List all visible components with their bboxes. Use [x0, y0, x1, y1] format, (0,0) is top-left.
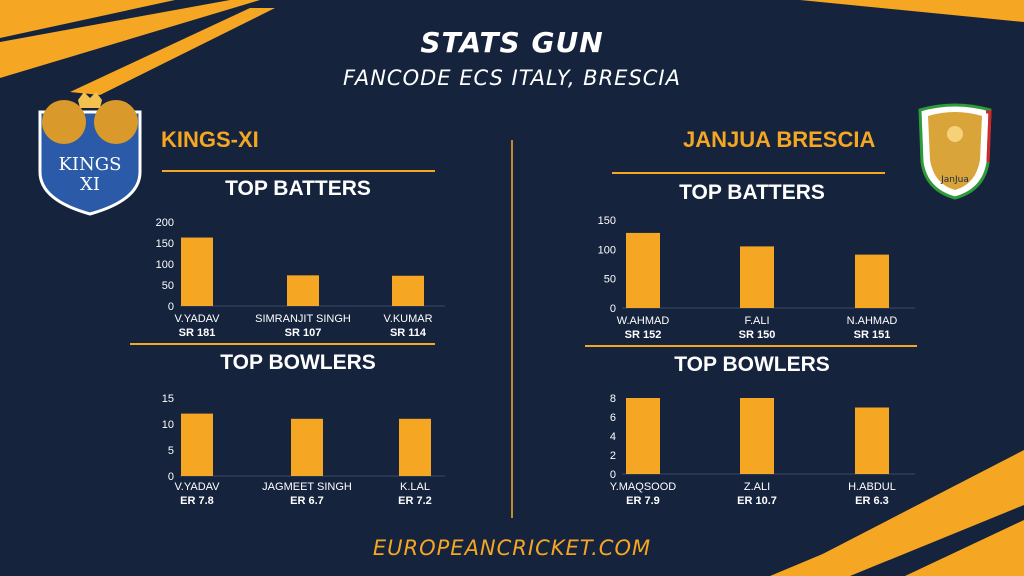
team-name-right: JANJUA BRESCIA — [683, 127, 876, 152]
bar — [855, 407, 889, 474]
y-tick-label: 0 — [168, 471, 174, 483]
svg-text:JanJua: JanJua — [940, 175, 969, 185]
stat-label: ER 7.2 — [398, 495, 432, 507]
bar — [626, 232, 660, 308]
chart-left-bowlers: 0 5 10 15 V.YADAV ER 7.8 JAGMEET SINGH ER 6.7 K.… — [162, 393, 445, 507]
bar — [399, 418, 431, 476]
y-tick-label: 15 — [162, 393, 174, 405]
y-tick-label: 100 — [598, 244, 616, 256]
y-tick-label: 150 — [156, 238, 174, 250]
category-label: Z.ALI — [744, 481, 770, 493]
stat-label: ER 6.7 — [290, 495, 324, 507]
y-tick-label: 4 — [610, 431, 616, 443]
y-tick-label: 50 — [162, 280, 174, 292]
y-tick-label: 10 — [162, 419, 174, 431]
svg-text:XI: XI — [80, 174, 100, 195]
category-label: F.ALI — [744, 315, 769, 327]
bar — [740, 398, 774, 474]
bar — [291, 418, 323, 476]
stat-label: ER 10.7 — [737, 495, 777, 507]
y-tick-label: 2 — [610, 450, 616, 462]
divider-right-middle — [585, 345, 917, 347]
chart-left-batters: 0 50 100 150 200 V.YADAV SR 181 SIMRANJIT SINGH… — [156, 217, 445, 339]
stat-label: SR 114 — [390, 327, 427, 339]
stat-label: SR 152 — [625, 329, 662, 341]
category-label: H.ABDUL — [848, 481, 896, 493]
stat-label: SR 151 — [854, 329, 891, 341]
y-tick-label: 8 — [610, 393, 616, 405]
y-tick-label: 0 — [610, 303, 616, 315]
left-batters-title: TOP BATTERS — [225, 177, 371, 200]
bar — [181, 413, 213, 476]
janjua-brescia-logo: JanJua — [918, 103, 992, 200]
stat-label: ER 6.3 — [855, 495, 889, 507]
divider-right-top — [612, 172, 885, 174]
bar — [855, 254, 889, 308]
svg-text:KINGS: KINGS — [58, 154, 121, 175]
y-tick-label: 0 — [610, 469, 616, 481]
category-label: V.KUMAR — [383, 313, 432, 325]
stat-label: ER 7.8 — [180, 495, 214, 507]
divider-left-middle — [130, 343, 435, 345]
footer-site-link[interactable]: EUROPEANCRICKET.COM — [372, 536, 652, 560]
right-bowlers-title: TOP BOWLERS — [674, 353, 830, 376]
y-tick-label: 150 — [598, 215, 616, 227]
y-tick-label: 100 — [156, 259, 174, 271]
stat-label: SR 107 — [285, 327, 322, 339]
y-tick-label: 6 — [610, 412, 616, 424]
category-label: V.YADAV — [174, 481, 220, 493]
divider-left-top — [162, 170, 435, 172]
bar — [626, 398, 660, 474]
chart-right-bowlers: 0 2 4 6 8 Y.MAQSOOD ER 7.9 Z.ALI ER 10.7 H.ABDUL E… — [610, 393, 915, 507]
category-label: N.AHMAD — [847, 315, 898, 327]
category-label: JAGMEET SINGH — [262, 481, 352, 493]
chart-right-batters: 0 50 100 150 W.AHMAD SR 152 F.ALI SR 150 N.AHMAD… — [598, 215, 915, 341]
y-tick-label: 50 — [604, 274, 616, 286]
stat-label: SR 181 — [179, 327, 216, 339]
bar — [392, 275, 424, 306]
category-label: Y.MAQSOOD — [610, 481, 676, 493]
bar — [181, 237, 213, 306]
category-label: W.AHMAD — [617, 315, 670, 327]
category-label: K.LAL — [400, 481, 430, 493]
bar — [287, 275, 319, 306]
y-tick-label: 5 — [168, 445, 174, 457]
category-label: V.YADAV — [174, 313, 220, 325]
center-divider — [511, 140, 513, 518]
y-tick-label: 0 — [168, 301, 174, 313]
right-batters-title: TOP BATTERS — [679, 181, 825, 204]
bar — [740, 246, 774, 308]
category-label: SIMRANJIT SINGH — [255, 313, 351, 325]
stat-label: SR 150 — [739, 329, 776, 341]
page-subtitle: FANCODE ECS ITALY, BRESCIA — [343, 66, 681, 90]
kings-xi-logo: KINGS XI — [38, 92, 142, 216]
left-bowlers-title: TOP BOWLERS — [220, 351, 376, 374]
page-title: STATS GUN — [420, 26, 604, 59]
team-name-left: KINGS-XI — [161, 127, 259, 152]
stat-label: ER 7.9 — [626, 495, 660, 507]
y-tick-label: 200 — [156, 217, 174, 229]
